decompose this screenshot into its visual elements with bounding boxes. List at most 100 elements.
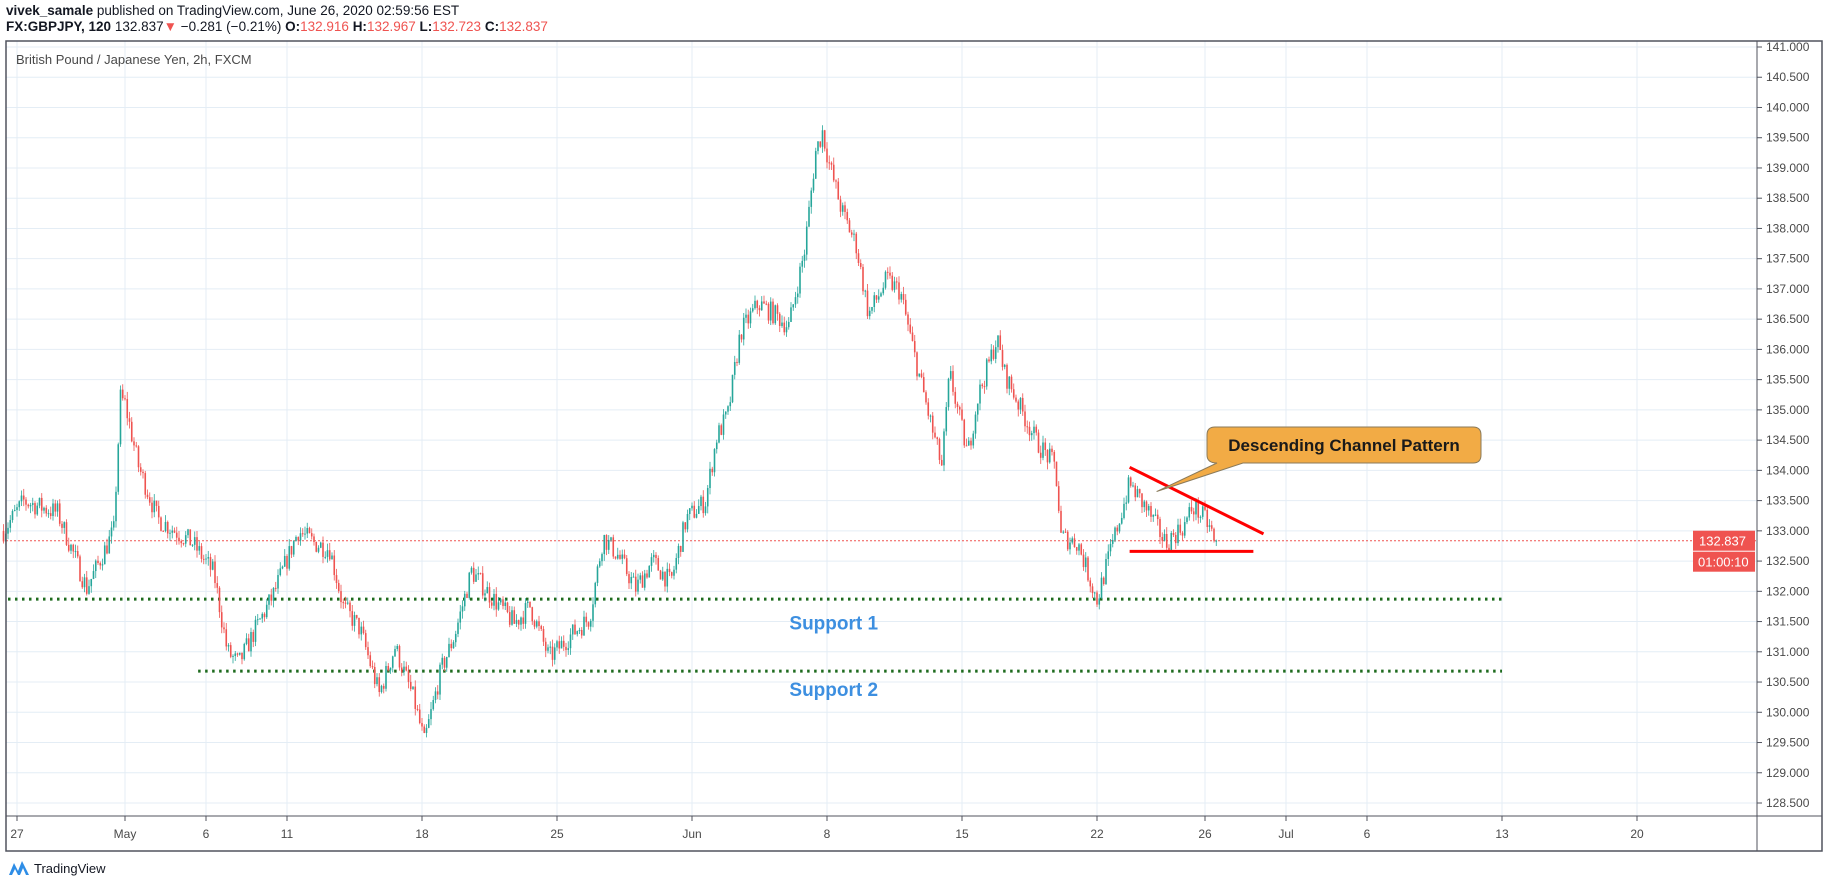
candle-up	[592, 604, 594, 621]
price-tick-label: 136.500	[1766, 312, 1810, 326]
candle-down	[837, 181, 840, 200]
candle-up	[205, 558, 207, 560]
date-tick-label: 25	[550, 827, 564, 841]
candle-down	[587, 622, 590, 627]
candle-down	[848, 220, 851, 233]
candle-down	[1213, 528, 1215, 541]
candle-up	[751, 308, 754, 312]
candle-up	[774, 305, 777, 324]
candle-up	[535, 621, 538, 627]
candle-up	[434, 691, 437, 701]
candle-up	[394, 649, 396, 657]
candle-down	[1172, 533, 1175, 535]
candle-down	[823, 130, 826, 149]
candle-up	[101, 564, 104, 566]
symbol-info: FX:GBPJPY, 120 132.837▼ −0.281 (−0.21%) …	[6, 19, 548, 34]
candle-down	[1150, 506, 1152, 517]
candle-down	[40, 497, 43, 511]
candle-down	[301, 533, 304, 535]
candle-down	[421, 722, 423, 727]
candle-up	[254, 619, 257, 642]
candle-down	[400, 667, 403, 673]
candle-down	[983, 386, 986, 388]
price-tick-label: 133.500	[1766, 494, 1810, 508]
candle-up	[1147, 506, 1150, 511]
price-tick-label: 140.000	[1766, 100, 1810, 114]
candle-down	[398, 646, 401, 668]
candle-down	[655, 554, 657, 559]
candle-down	[202, 558, 205, 560]
candle-up	[553, 647, 556, 660]
candle-up	[560, 640, 563, 649]
candle-up	[9, 520, 12, 528]
candle-down	[373, 666, 376, 685]
candle-up	[686, 514, 689, 530]
candle-down	[1134, 485, 1137, 498]
candle-down	[1053, 451, 1056, 462]
candle-up	[643, 573, 646, 588]
tradingview-footer[interactable]: TradingView	[8, 859, 106, 877]
candle-up	[191, 544, 194, 546]
candle-down	[646, 573, 648, 578]
candle-down	[342, 602, 345, 604]
candle-down	[772, 301, 774, 324]
candle-up	[1132, 485, 1134, 487]
candle-down	[358, 617, 360, 635]
candle-up	[673, 569, 675, 576]
candle-down	[855, 233, 858, 254]
candle-up	[1127, 477, 1130, 503]
candle-down	[936, 437, 939, 440]
candle-down	[619, 554, 621, 559]
candle-up	[319, 542, 322, 548]
candle-up	[112, 521, 115, 528]
open-value: 132.916	[300, 19, 349, 34]
candle-down	[857, 253, 860, 264]
candle-up	[108, 536, 111, 554]
candle-up	[571, 624, 574, 635]
candle-down	[274, 587, 277, 589]
candle-up	[391, 656, 394, 668]
price-tick-label: 131.000	[1766, 645, 1810, 659]
author-name[interactable]: vivek_samale	[6, 3, 94, 18]
candle-up	[346, 602, 349, 604]
candle-down	[889, 272, 891, 276]
candle-down	[124, 398, 126, 400]
candle-down	[1089, 580, 1092, 587]
candle-up	[792, 304, 795, 308]
candle-up	[853, 233, 855, 235]
candle-up	[864, 290, 867, 292]
candle-up	[184, 535, 187, 544]
candle-down	[81, 581, 84, 588]
candle-up	[603, 534, 606, 555]
candle-down	[513, 610, 516, 624]
candle-down	[938, 439, 941, 460]
candle-up	[974, 414, 977, 434]
candle-up	[1136, 489, 1139, 498]
candle-down	[241, 652, 243, 660]
price-change: −0.281 (−0.21%)	[180, 19, 282, 34]
candle-down	[934, 432, 936, 438]
candle-up	[578, 629, 581, 632]
candle-up	[376, 677, 378, 685]
candle-down	[533, 621, 536, 627]
candle-down	[286, 555, 288, 569]
candle-up	[1111, 539, 1114, 544]
price-tick-label: 138.500	[1766, 191, 1810, 205]
candle-down	[981, 384, 984, 387]
candle-down	[1057, 486, 1060, 511]
candle-down	[1190, 507, 1193, 512]
candle-up	[733, 361, 736, 375]
candle-up	[841, 205, 844, 212]
candle-up	[250, 632, 252, 652]
candle-down	[958, 407, 961, 410]
candle-down	[517, 620, 520, 625]
candle-up	[272, 587, 275, 601]
price-tick-label: 132.500	[1766, 554, 1810, 568]
candle-up	[448, 643, 450, 658]
candle-down	[1026, 426, 1029, 428]
high-value: 132.967	[366, 19, 416, 34]
candle-down	[27, 504, 30, 507]
candle-down	[922, 377, 925, 393]
candle-up	[1030, 433, 1033, 436]
